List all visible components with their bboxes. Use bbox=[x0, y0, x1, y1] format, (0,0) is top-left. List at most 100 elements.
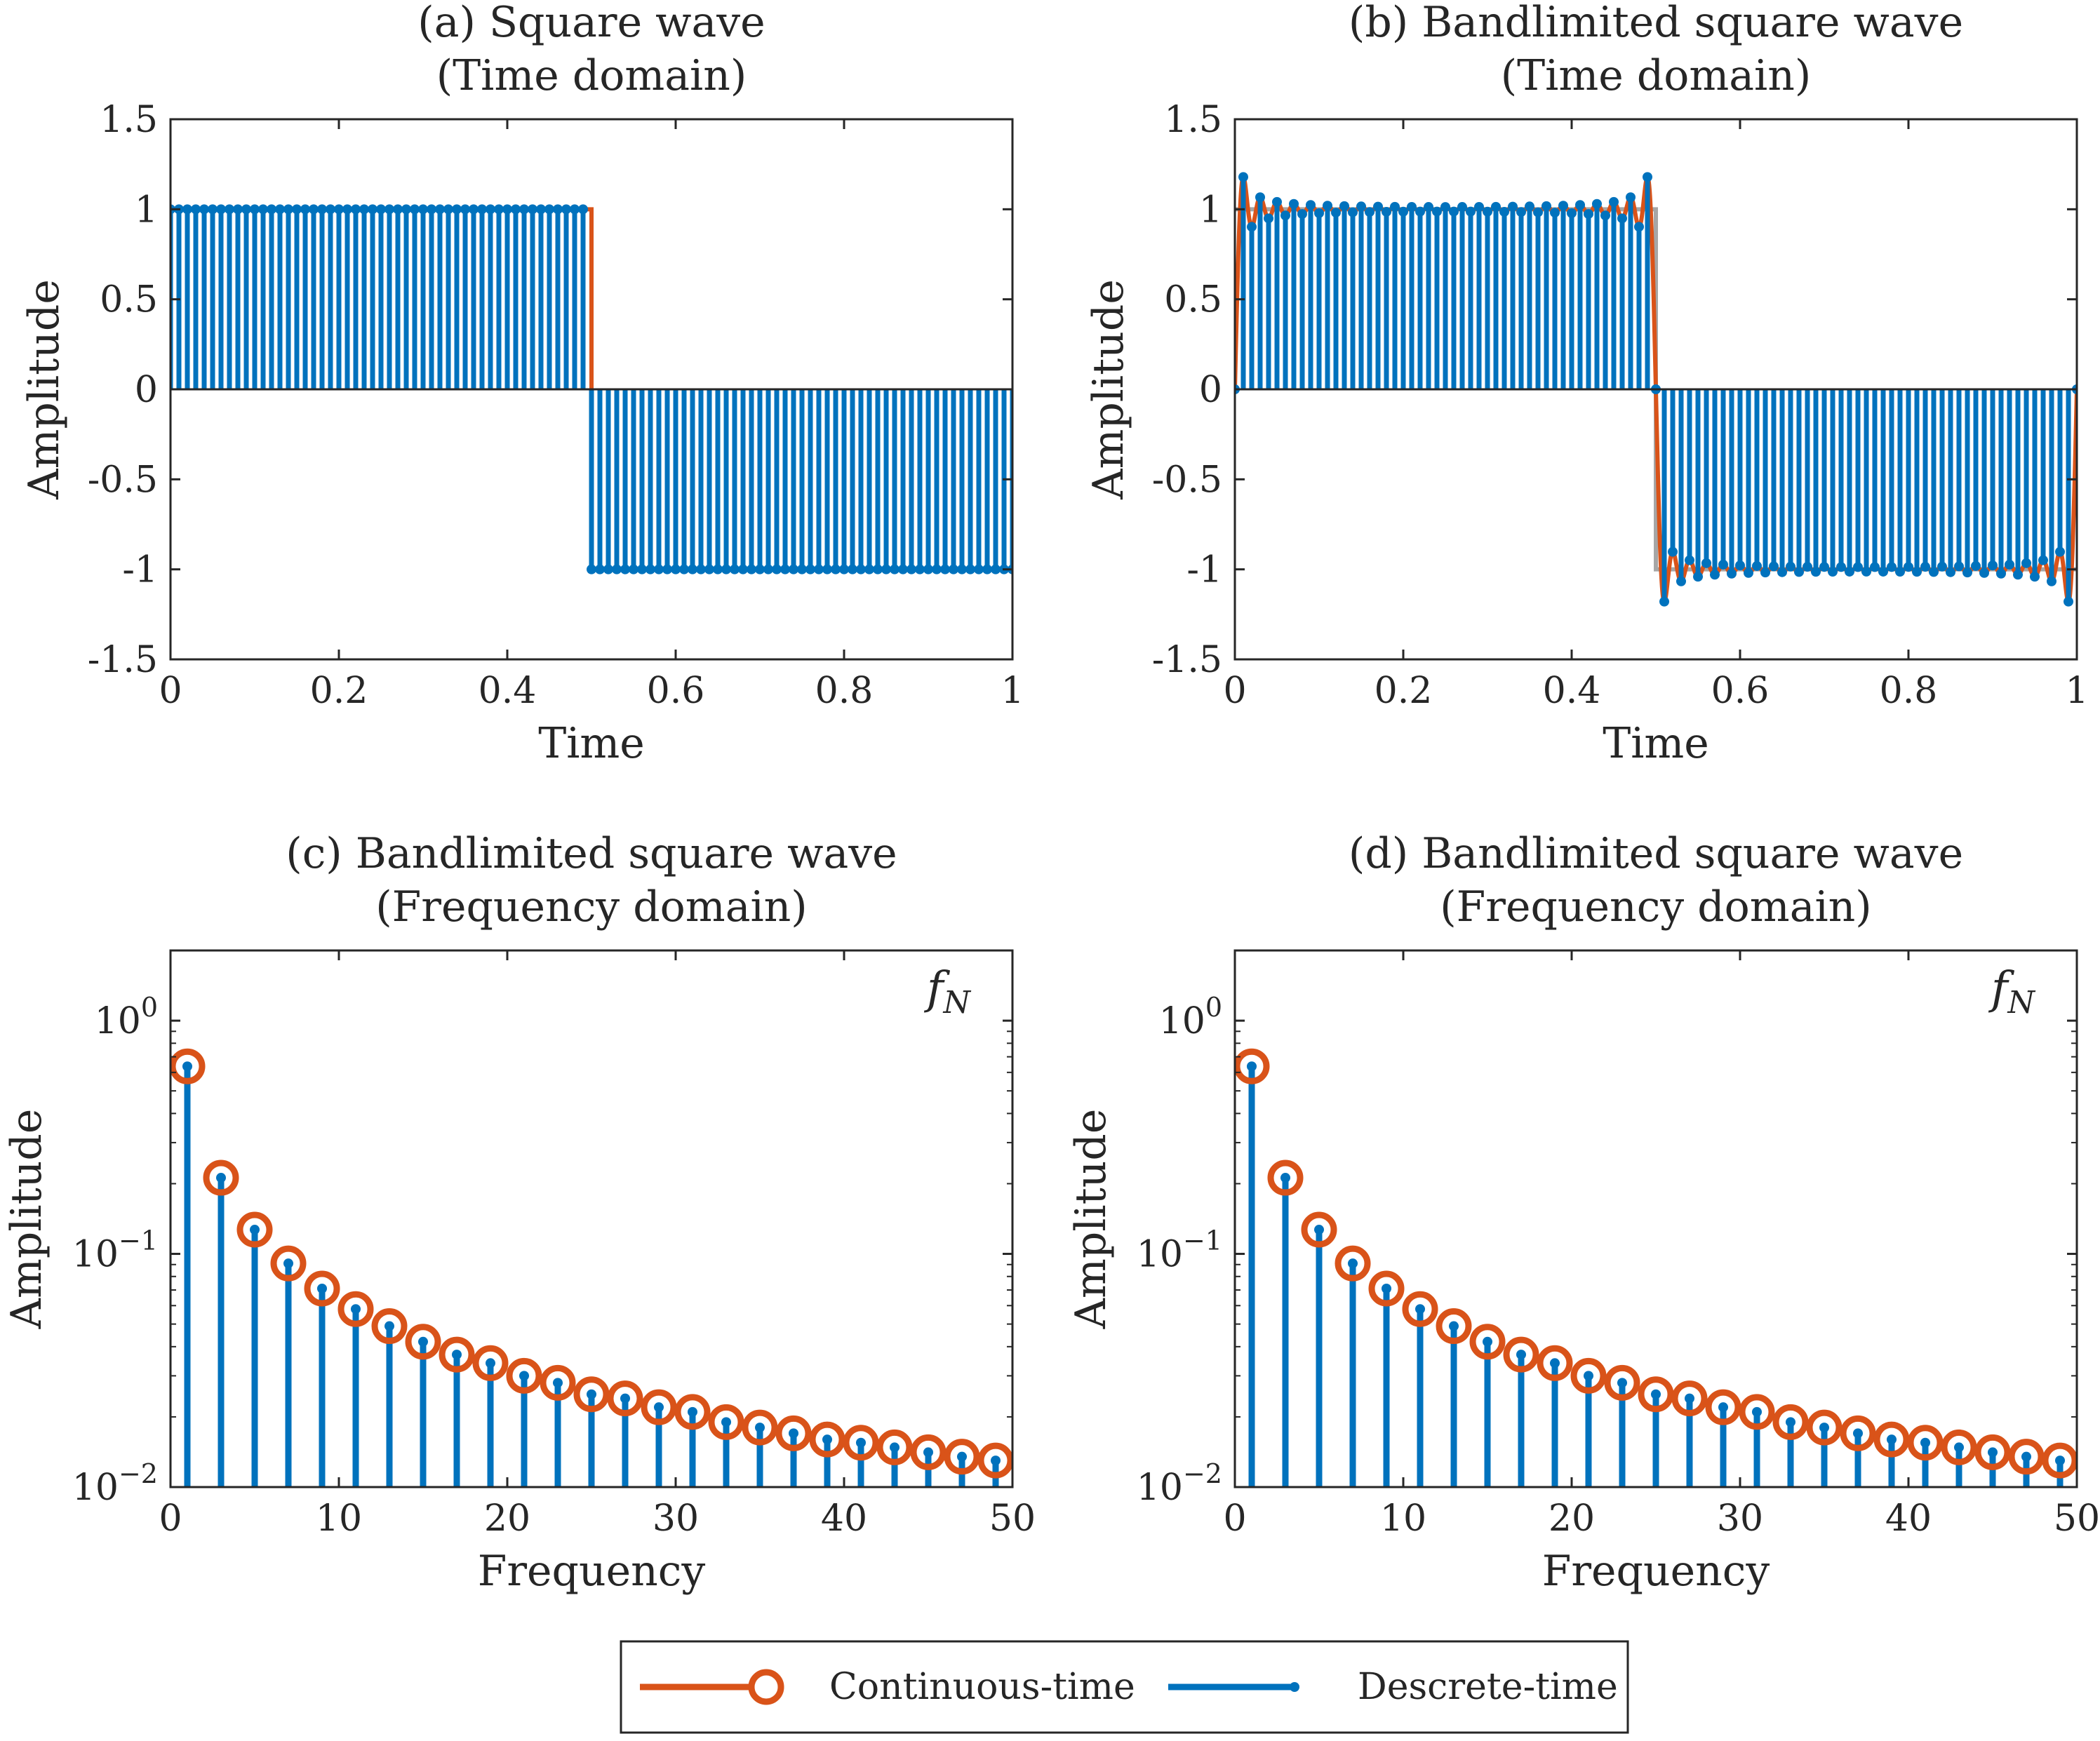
continuous-marker bbox=[270, 1245, 307, 1282]
panel-title-line: (Frequency domain) bbox=[1440, 882, 1871, 932]
panel-title-line: (b) Bandlimited square wave bbox=[1349, 0, 1963, 47]
continuous-marker bbox=[1873, 1421, 1910, 1458]
y-tick-label-base: 10 bbox=[1137, 1234, 1183, 1276]
discrete-point bbox=[258, 204, 268, 215]
discrete-point bbox=[1356, 201, 1366, 212]
discrete-point bbox=[949, 564, 958, 574]
discrete-point bbox=[216, 1173, 226, 1183]
continuous-marker bbox=[472, 1345, 509, 1381]
x-tick-label: 0.6 bbox=[647, 670, 705, 712]
y-tick-label: 1.5 bbox=[1164, 99, 1222, 141]
y-tick-label: 1 bbox=[135, 189, 158, 231]
x-tick-label: 40 bbox=[1885, 1498, 1932, 1540]
discrete-point bbox=[1466, 206, 1476, 217]
panel-b: (b) Bandlimited square wave(Time domain)… bbox=[1084, 0, 2089, 768]
discrete-point bbox=[225, 204, 234, 215]
discrete-point bbox=[704, 564, 714, 574]
discrete-point bbox=[191, 204, 201, 215]
y-tick-label: -0.5 bbox=[88, 459, 158, 501]
discrete-point bbox=[730, 564, 740, 574]
fn-annotation-subscript: N bbox=[2007, 985, 2036, 1021]
discrete-point bbox=[2030, 572, 2040, 582]
y-tick-label-base: 10 bbox=[1137, 1467, 1183, 1509]
discrete-point bbox=[738, 564, 748, 574]
discrete-point bbox=[2021, 558, 2031, 568]
discrete-point bbox=[982, 564, 992, 574]
discrete-point bbox=[1819, 562, 1829, 572]
discrete-point bbox=[1382, 206, 1391, 217]
continuous-marker bbox=[1301, 1211, 1337, 1248]
axes-box bbox=[169, 949, 1014, 1488]
y-tick-label: 0 bbox=[135, 369, 158, 411]
discrete-point bbox=[1550, 208, 1560, 218]
panel-d: (d) Bandlimited square wave(Frequency do… bbox=[1066, 829, 2100, 1596]
discrete-point bbox=[839, 564, 849, 574]
discrete-point bbox=[654, 564, 664, 574]
discrete-point bbox=[1710, 570, 1720, 580]
continuous-marker bbox=[641, 1389, 677, 1425]
discrete-point bbox=[805, 564, 815, 574]
y-tick-label: 10−2 bbox=[72, 1458, 158, 1509]
discrete-point bbox=[1718, 559, 1728, 570]
discrete-point bbox=[1626, 192, 1636, 203]
x-tick-label: 40 bbox=[821, 1498, 867, 1540]
discrete-point bbox=[1339, 201, 1349, 211]
continuous-marker bbox=[1570, 1357, 1607, 1394]
discrete-point bbox=[1499, 206, 1509, 217]
discrete-point bbox=[822, 564, 832, 574]
x-tick-label: 30 bbox=[653, 1498, 699, 1540]
panel-title-line: (a) Square wave bbox=[417, 0, 765, 47]
x-tick-label: 10 bbox=[1380, 1498, 1426, 1540]
discrete-point bbox=[1861, 566, 1871, 577]
discrete-point bbox=[1449, 206, 1459, 217]
discrete-point bbox=[890, 564, 899, 574]
discrete-point bbox=[292, 204, 302, 215]
discrete-point bbox=[1575, 200, 1585, 210]
y-tick-label: 1.5 bbox=[100, 99, 158, 141]
discrete-point bbox=[637, 564, 647, 574]
discrete-point bbox=[1280, 210, 1290, 221]
discrete-point bbox=[1904, 562, 1913, 572]
continuous-marker bbox=[540, 1364, 576, 1401]
discrete-point bbox=[890, 1442, 899, 1453]
x-axis-label: Time bbox=[538, 719, 645, 768]
discrete-point bbox=[2005, 559, 2014, 570]
y-axis-label: Amplitude bbox=[20, 279, 69, 500]
y-tick-label: -1.5 bbox=[1152, 639, 1222, 681]
discrete-point bbox=[393, 204, 403, 215]
discrete-point bbox=[486, 1358, 495, 1369]
legend: Continuous-time Descrete-time bbox=[620, 1640, 1629, 1734]
discrete-point bbox=[991, 564, 1001, 574]
discrete-point bbox=[502, 204, 512, 215]
discrete-point bbox=[898, 564, 908, 574]
discrete-point bbox=[317, 204, 327, 215]
discrete-point bbox=[864, 564, 874, 574]
discrete-point bbox=[1314, 1225, 1324, 1235]
discrete-point bbox=[334, 204, 344, 215]
x-tick-label: 20 bbox=[1549, 1498, 1595, 1540]
continuous-marker bbox=[236, 1211, 273, 1248]
data-layer bbox=[170, 1048, 1012, 1487]
x-axis-label: Frequency bbox=[478, 1547, 706, 1596]
discrete-point bbox=[1449, 1321, 1459, 1331]
continuous-marker bbox=[2008, 1439, 2045, 1475]
discrete-point bbox=[1887, 1434, 1897, 1445]
discrete-point bbox=[1760, 567, 1770, 578]
discrete-point bbox=[1946, 567, 1955, 577]
discrete-point bbox=[974, 564, 984, 574]
data-layer bbox=[1235, 1048, 2077, 1487]
data-layer bbox=[170, 204, 1012, 574]
discrete-point bbox=[1415, 206, 1425, 217]
discrete-point bbox=[797, 564, 807, 574]
discrete-point bbox=[1373, 201, 1383, 212]
discrete-point bbox=[1727, 568, 1737, 579]
discrete-point bbox=[460, 204, 470, 215]
discrete-point bbox=[1752, 1406, 1762, 1417]
discrete-point bbox=[1718, 1402, 1728, 1413]
discrete-point bbox=[2047, 576, 2056, 586]
discrete-point bbox=[1651, 1389, 1661, 1399]
discrete-point bbox=[241, 204, 251, 215]
discrete-point bbox=[915, 564, 925, 574]
discrete-point bbox=[1398, 206, 1408, 217]
discrete-point bbox=[1550, 1358, 1560, 1369]
